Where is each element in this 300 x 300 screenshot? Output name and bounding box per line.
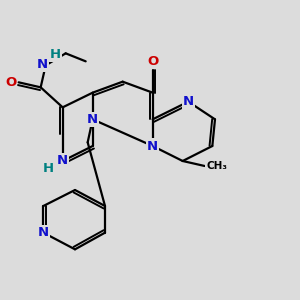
Text: N: N xyxy=(183,95,194,108)
Text: O: O xyxy=(147,55,158,68)
Text: N: N xyxy=(147,140,158,152)
Text: N: N xyxy=(57,154,68,167)
Text: H: H xyxy=(50,48,61,61)
Text: N: N xyxy=(37,58,48,71)
Text: CH₃: CH₃ xyxy=(206,161,227,171)
Text: N: N xyxy=(38,226,49,239)
Text: O: O xyxy=(5,76,16,89)
Text: H: H xyxy=(43,161,54,175)
Text: N: N xyxy=(87,113,98,126)
